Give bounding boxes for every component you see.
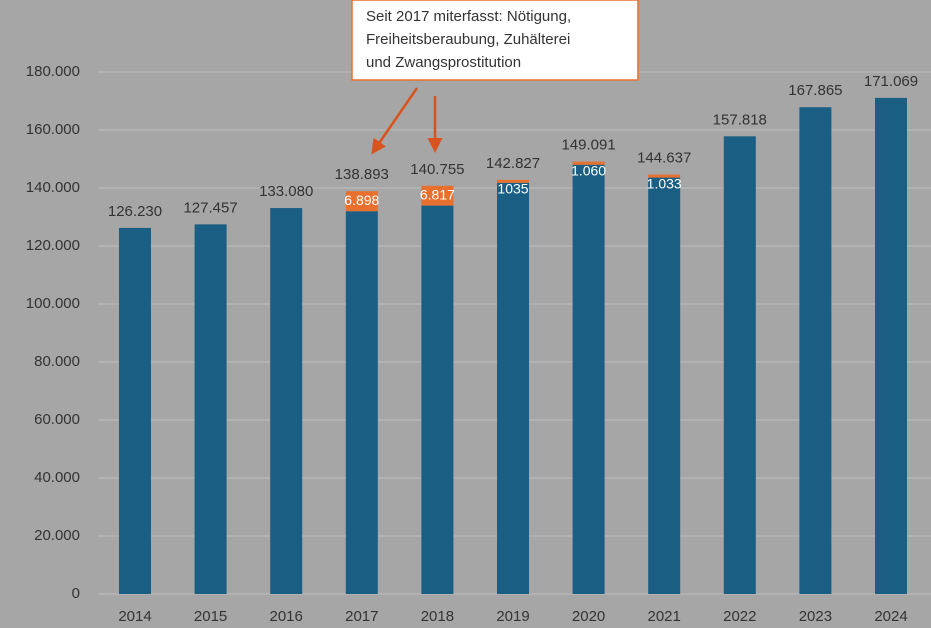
bar-segment [270,208,303,594]
y-tick-label: 0 [72,585,80,602]
x-tick-label: 2020 [572,608,605,625]
total-label: 167.865 [788,82,842,99]
total-label: 142.827 [486,155,540,172]
annotation-line: und Zwangsprostitution [366,54,521,71]
x-tick-label: 2015 [194,608,227,625]
bar-segment [421,205,454,594]
segment-label: 1.033 [647,175,682,191]
y-tick-label: 80.000 [34,353,80,370]
total-label: 126.230 [108,203,162,220]
bar-segment [799,107,832,594]
annotation-line: Freiheitsberaubung, Zuhälterei [366,31,570,48]
y-tick-label: 20.000 [34,527,80,544]
total-label: 133.080 [259,183,313,200]
segment-label: 6.817 [420,187,455,203]
bar-segment [572,164,605,595]
bar-segment [119,227,151,595]
y-tick-label: 180.000 [26,63,80,80]
y-tick-label: 160.000 [26,121,80,138]
bar-segment [497,182,529,594]
annotation-box [351,0,639,81]
bar-segment [648,177,681,594]
total-label: 149.091 [561,137,615,154]
segment-label: 1.060 [571,162,606,178]
y-tick-label: 60.000 [34,411,80,428]
segment-label: 1035 [497,181,528,197]
y-tick-label: 40.000 [34,469,80,486]
segment-label: 6.898 [344,192,379,208]
x-tick-label: 2016 [270,608,303,625]
arrow [371,87,419,155]
x-tick-label: 2018 [421,608,454,625]
bar-segment [723,136,756,594]
bar-segment [497,179,529,183]
annotation-line: Seit 2017 miterfasst: Nötigung, [366,8,571,25]
x-tick-label: 2019 [496,608,529,625]
total-label: 140.755 [410,161,464,178]
bar-segment [875,97,907,594]
total-label: 157.818 [713,111,767,128]
total-label: 171.069 [864,73,918,90]
y-tick-label: 140.000 [26,179,80,196]
x-tick-label: 2024 [874,608,907,625]
total-label: 144.637 [637,150,691,167]
total-label: 138.893 [335,166,389,183]
x-tick-label: 2014 [118,608,151,625]
x-tick-label: 2017 [345,608,378,625]
bar-segment [572,161,605,165]
bar-segment [648,174,681,178]
y-tick-label: 100.000 [26,295,80,312]
bar-segment [345,211,378,595]
bar-segment [345,191,378,212]
x-tick-label: 2021 [648,608,681,625]
bar-segment [421,185,454,206]
total-label: 127.457 [183,199,237,216]
bar-segment [194,224,227,594]
x-tick-label: 2023 [799,608,832,625]
y-tick-label: 120.000 [26,237,80,254]
x-tick-label: 2022 [723,608,756,625]
